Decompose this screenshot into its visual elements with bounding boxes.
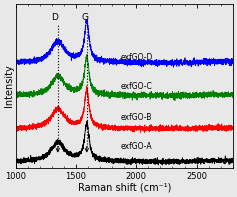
Y-axis label: Intensity: Intensity	[4, 64, 14, 107]
Text: exfGO-D: exfGO-D	[121, 53, 153, 62]
Text: exfGO-A: exfGO-A	[121, 142, 152, 151]
Text: D: D	[51, 13, 58, 22]
Text: exfGO-B: exfGO-B	[121, 113, 152, 122]
Text: G: G	[82, 13, 88, 22]
X-axis label: Raman shift (cm⁻¹): Raman shift (cm⁻¹)	[77, 183, 171, 193]
Text: exfGO-C: exfGO-C	[121, 82, 152, 91]
